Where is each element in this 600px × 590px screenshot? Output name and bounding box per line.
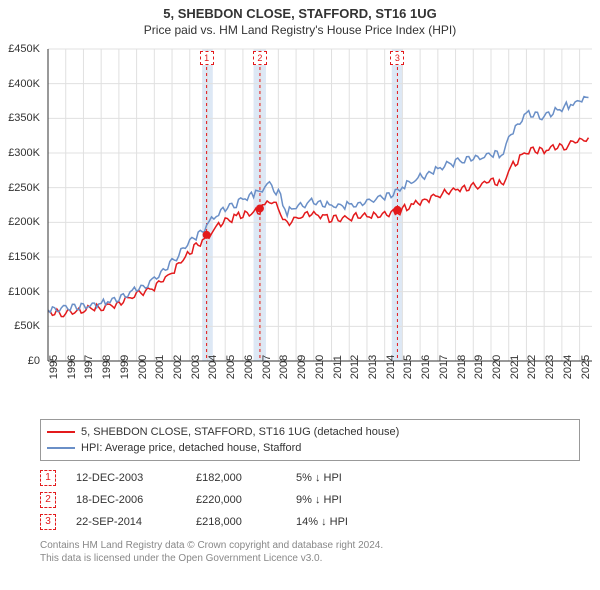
ytick-label: £0 (2, 355, 40, 367)
ytick-label: £150K (2, 251, 40, 263)
xtick-label: 2022 (526, 355, 538, 379)
xtick-label: 2014 (385, 355, 397, 379)
transaction-num: 2 (40, 492, 56, 508)
transaction-delta: 5% ↓ HPI (296, 467, 396, 489)
transaction-price: £182,000 (196, 467, 276, 489)
footer-line-2: This data is licensed under the Open Gov… (40, 552, 580, 565)
transactions-table: 1 12-DEC-2003 £182,000 5% ↓ HPI 2 18-DEC… (40, 467, 580, 533)
xtick-label: 2016 (420, 355, 432, 379)
transaction-price: £220,000 (196, 489, 276, 511)
xtick-label: 1996 (66, 355, 78, 379)
ytick-label: £450K (2, 43, 40, 55)
xtick-label: 2001 (154, 355, 166, 379)
xtick-label: 1998 (101, 355, 113, 379)
chart-area: £0 £50K £100K £150K £200K £250K £300K £350K £400… (0, 41, 600, 411)
legend-label-2: HPI: Average price, detached house, Staf… (81, 440, 301, 456)
xtick-label: 2003 (190, 355, 202, 379)
transaction-date: 18-DEC-2006 (76, 489, 176, 511)
ytick-label: £200K (2, 216, 40, 228)
xtick-label: 2010 (314, 355, 326, 379)
transaction-row: 3 22-SEP-2014 £218,000 14% ↓ HPI (40, 511, 580, 533)
transaction-num: 3 (40, 514, 56, 530)
xtick-label: 2020 (491, 355, 503, 379)
xtick-label: 1995 (48, 355, 60, 379)
transaction-row: 2 18-DEC-2006 £220,000 9% ↓ HPI (40, 489, 580, 511)
xtick-label: 2008 (278, 355, 290, 379)
xtick-label: 2018 (456, 355, 468, 379)
ytick-label: £50K (2, 320, 40, 332)
legend-swatch-1 (47, 431, 75, 433)
ytick-label: £400K (2, 78, 40, 90)
transaction-row: 1 12-DEC-2003 £182,000 5% ↓ HPI (40, 467, 580, 489)
xtick-label: 1997 (83, 355, 95, 379)
chart-title-sub: Price paid vs. HM Land Registry's House … (0, 21, 600, 41)
xtick-label: 2002 (172, 355, 184, 379)
vline-marker: 1 (200, 51, 214, 65)
legend-row-2: HPI: Average price, detached house, Staf… (47, 440, 573, 456)
xtick-label: 2019 (473, 355, 485, 379)
legend-box: 5, SHEBDON CLOSE, STAFFORD, ST16 1UG (de… (40, 419, 580, 461)
xtick-label: 1999 (119, 355, 131, 379)
xtick-label: 2000 (137, 355, 149, 379)
xtick-label: 2024 (562, 355, 574, 379)
xtick-label: 2015 (402, 355, 414, 379)
xtick-label: 2012 (349, 355, 361, 379)
xtick-label: 2011 (332, 355, 344, 379)
transaction-delta: 14% ↓ HPI (296, 511, 396, 533)
transaction-price: £218,000 (196, 511, 276, 533)
xtick-label: 2021 (509, 355, 521, 379)
legend-label-1: 5, SHEBDON CLOSE, STAFFORD, ST16 1UG (de… (81, 424, 399, 440)
xtick-label: 2006 (243, 355, 255, 379)
transaction-num: 1 (40, 470, 56, 486)
transaction-date: 12-DEC-2003 (76, 467, 176, 489)
vline-marker: 2 (253, 51, 267, 65)
legend-swatch-2 (47, 447, 75, 449)
ytick-label: £250K (2, 182, 40, 194)
xtick-label: 2009 (296, 355, 308, 379)
xtick-label: 2005 (225, 355, 237, 379)
transaction-delta: 9% ↓ HPI (296, 489, 396, 511)
ytick-label: £100K (2, 286, 40, 298)
ytick-label: £350K (2, 112, 40, 124)
chart-title-main: 5, SHEBDON CLOSE, STAFFORD, ST16 1UG (0, 0, 600, 21)
xtick-label: 2007 (261, 355, 273, 379)
vline-marker: 3 (390, 51, 404, 65)
legend-row-1: 5, SHEBDON CLOSE, STAFFORD, ST16 1UG (de… (47, 424, 573, 440)
xtick-label: 2025 (580, 355, 592, 379)
transaction-date: 22-SEP-2014 (76, 511, 176, 533)
footer: Contains HM Land Registry data © Crown c… (40, 539, 580, 565)
xtick-label: 2004 (207, 355, 219, 379)
xtick-label: 2023 (544, 355, 556, 379)
xtick-label: 2013 (367, 355, 379, 379)
xtick-label: 2017 (438, 355, 450, 379)
footer-line-1: Contains HM Land Registry data © Crown c… (40, 539, 580, 552)
ytick-label: £300K (2, 147, 40, 159)
